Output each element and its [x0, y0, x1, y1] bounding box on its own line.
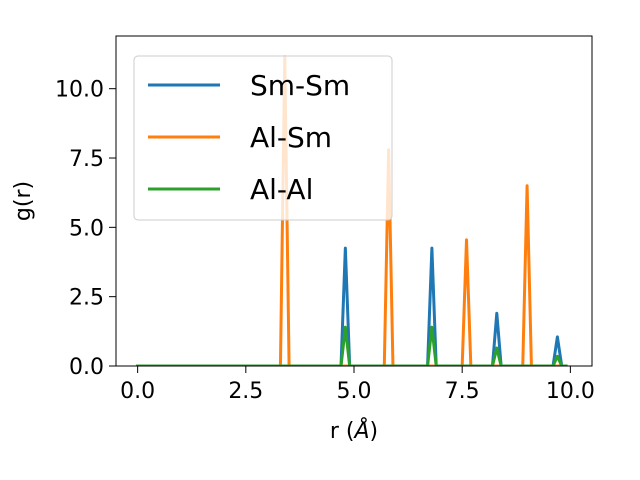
x-axis-label-close: )	[370, 419, 379, 444]
x-tick-label: 10.0	[546, 379, 595, 404]
series-line-sm-sm	[136, 246, 568, 366]
x-tick-label: 0.0	[120, 379, 155, 404]
legend: Sm-Sm Al-Sm Al-Al	[133, 55, 393, 221]
y-tick-label: 5.0	[69, 216, 104, 241]
y-tick-label: 7.5	[69, 147, 104, 172]
y-axis-label: g(r)	[11, 181, 36, 221]
y-tick-label: 0.0	[69, 355, 104, 380]
series-line-al-al	[136, 325, 568, 366]
tick-layer: 0.0 2.5 5.0 7.5 10.0 0.0 2.5 5.0 7.5 10.0	[55, 78, 595, 404]
x-axis-label: r (Å)	[330, 417, 378, 444]
y-tick-label: 10.0	[55, 78, 104, 103]
x-tick-label: 2.5	[228, 379, 263, 404]
x-axis-label-main: r (	[330, 419, 355, 444]
x-axis-label-unit: Å	[352, 417, 369, 444]
legend-label-al-sm: Al-Sm	[250, 121, 332, 154]
legend-box	[133, 55, 393, 221]
x-tick-label: 7.5	[445, 379, 480, 404]
legend-label-al-al: Al-Al	[250, 173, 313, 206]
y-tick-label: 2.5	[69, 286, 104, 311]
x-tick-label: 5.0	[337, 379, 372, 404]
legend-label-sm-sm: Sm-Sm	[250, 69, 350, 102]
